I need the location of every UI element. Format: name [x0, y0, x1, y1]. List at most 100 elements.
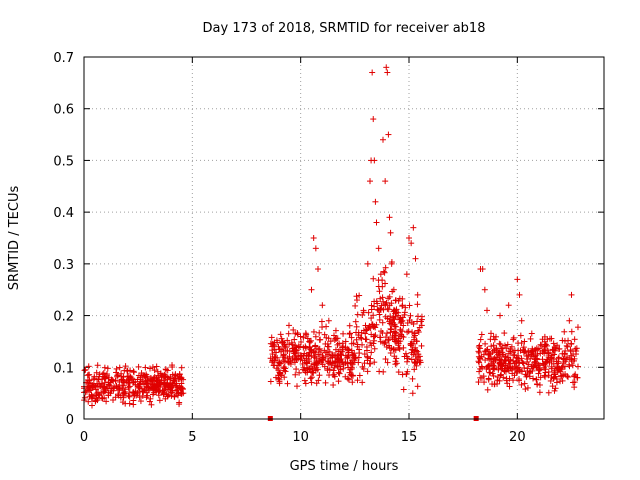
data-point — [351, 350, 358, 357]
data-point — [383, 343, 390, 350]
data-point — [360, 327, 367, 334]
data-point — [336, 370, 343, 377]
data-point — [110, 387, 117, 394]
data-point — [285, 330, 292, 337]
data-point — [81, 367, 88, 374]
data-point — [561, 328, 568, 335]
data-point — [479, 266, 486, 273]
y-tick-label: 0.4 — [53, 206, 74, 221]
data-point — [370, 312, 377, 319]
data-point — [319, 352, 326, 359]
data-point — [399, 295, 406, 302]
data-point — [400, 322, 407, 329]
data-point — [116, 386, 123, 393]
data-point — [348, 334, 355, 341]
data-point — [521, 364, 528, 371]
data-point — [325, 317, 332, 324]
data-point — [331, 364, 338, 371]
data-point — [306, 344, 313, 351]
data-point — [163, 391, 170, 398]
data-point — [96, 373, 103, 380]
x-tick-label: 15 — [401, 430, 418, 445]
data-point — [485, 350, 492, 357]
data-point — [382, 264, 389, 271]
data-point — [551, 387, 558, 394]
data-point — [84, 384, 91, 391]
data-point — [347, 371, 354, 378]
data-point — [110, 397, 117, 404]
data-point — [301, 350, 308, 357]
data-point — [312, 245, 319, 252]
data-point — [400, 386, 407, 393]
data-point — [409, 346, 416, 353]
data-point — [126, 389, 133, 396]
data-point — [486, 369, 493, 376]
data-point — [371, 298, 378, 305]
data-point — [144, 377, 151, 384]
data-point — [137, 376, 144, 383]
data-point — [562, 347, 569, 354]
data-point — [324, 358, 331, 365]
data-point — [309, 366, 316, 373]
data-point — [402, 350, 409, 357]
data-point — [496, 357, 503, 364]
data-point — [386, 302, 393, 309]
data-point — [345, 352, 352, 359]
data-point — [88, 391, 95, 398]
data-point — [476, 349, 483, 356]
data-point — [542, 373, 549, 380]
data-point — [385, 306, 392, 313]
data-point — [346, 331, 353, 338]
data-point — [154, 368, 161, 375]
data-point — [565, 337, 572, 344]
data-point — [105, 389, 112, 396]
data-point — [127, 367, 134, 374]
data-point — [555, 354, 562, 361]
data-point — [524, 365, 531, 372]
data-point — [494, 373, 501, 380]
x-tick-label: 5 — [188, 430, 196, 445]
data-point — [554, 342, 561, 349]
data-point — [414, 383, 421, 390]
data-point — [151, 373, 158, 380]
data-point — [528, 330, 535, 337]
data-point — [319, 302, 326, 309]
data-point — [302, 380, 309, 387]
data-point — [275, 375, 282, 382]
data-point — [141, 372, 148, 379]
data-point — [564, 374, 571, 381]
data-point — [142, 387, 149, 394]
data-point — [293, 366, 300, 373]
data-point — [335, 369, 342, 376]
data-point — [102, 387, 109, 394]
data-point — [574, 374, 581, 381]
y-tick-label: 0.6 — [53, 103, 74, 118]
data-point — [527, 335, 534, 342]
data-point — [330, 371, 337, 378]
data-point — [497, 341, 504, 348]
data-point — [354, 311, 361, 318]
data-point — [277, 331, 284, 338]
data-point — [279, 340, 286, 347]
data-point — [510, 334, 517, 341]
data-point — [103, 398, 110, 405]
data-point — [108, 376, 115, 383]
data-point — [571, 384, 578, 391]
data-point — [491, 366, 498, 373]
data-point — [504, 380, 511, 387]
data-point — [376, 311, 383, 318]
data-point — [502, 353, 509, 360]
data-point — [122, 363, 129, 370]
y-tick-label: 0.3 — [53, 258, 74, 273]
data-point — [338, 356, 345, 363]
data-point — [98, 380, 105, 387]
data-point — [505, 363, 512, 370]
data-point — [155, 388, 162, 395]
data-point — [307, 375, 314, 382]
data-point — [568, 356, 575, 363]
data-point — [349, 379, 356, 386]
data-point — [85, 398, 92, 405]
data-point — [417, 357, 424, 364]
data-point — [285, 322, 292, 329]
data-point — [113, 382, 120, 389]
